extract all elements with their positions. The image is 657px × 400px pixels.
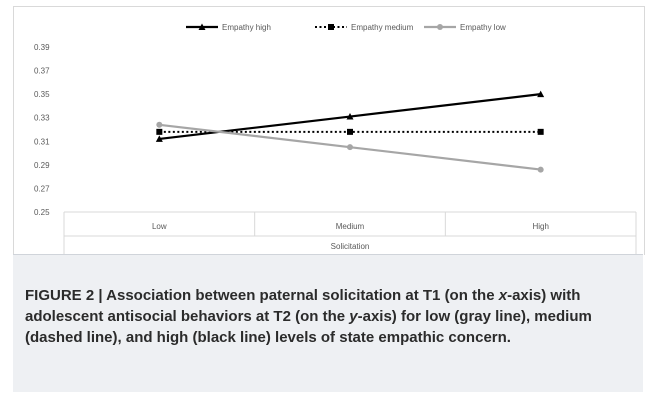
legend-item: Empathy medium	[315, 23, 414, 32]
data-point	[155, 135, 163, 142]
data-point	[347, 128, 353, 135]
caption-y-axis: y	[349, 308, 358, 325]
legend-item: Empathy high	[186, 23, 271, 32]
legend-swatch-marker	[198, 23, 206, 30]
data-point	[156, 128, 163, 135]
y-tick-label: 0.29	[34, 161, 50, 170]
y-tick-label: 0.39	[34, 43, 50, 52]
y-tick-label: 0.33	[34, 114, 50, 123]
x-axis-title: Solicitation	[331, 242, 370, 251]
y-tick-label: 0.31	[34, 137, 50, 146]
legend-label: Empathy low	[460, 23, 506, 32]
chart-panel: Empathy high Empathy medium Empathy low 0.…	[13, 6, 645, 255]
line-chart: Empathy high Empathy medium Empathy low 0.…	[34, 23, 637, 255]
caption-text-2: -axis) with adolescent antisocial behavi…	[25, 287, 581, 325]
x-tick-label: High	[532, 222, 548, 231]
legend-item: Empathy low	[424, 23, 506, 32]
figure-caption: FIGURE 2 | Association between paternal …	[25, 285, 630, 348]
y-tick-label: 0.35	[34, 90, 50, 99]
x-tick-label: Low	[152, 222, 167, 231]
data-point	[156, 121, 163, 128]
caption-x-axis: x	[498, 287, 508, 304]
x-tick-label: Medium	[336, 222, 365, 231]
y-tick-label: 0.37	[34, 67, 50, 76]
data-point	[537, 128, 544, 135]
caption-label: FIGURE 2 |	[25, 287, 107, 304]
data-point	[537, 90, 545, 98]
y-axis-ticks: 0.39 0.37 0.35 0.33 0.31 0.29 0.27 0.25	[34, 43, 50, 217]
data-point	[537, 166, 544, 173]
series-layer	[155, 90, 545, 173]
chart-legend: Empathy high Empathy medium Empathy low	[186, 23, 506, 32]
y-tick-label: 0.27	[34, 184, 50, 193]
x-axis: Low Medium High	[63, 211, 637, 255]
y-tick-label: 0.25	[34, 208, 50, 217]
series-empathy-low	[156, 121, 544, 173]
legend-label: Empathy high	[222, 23, 271, 32]
caption-text-1: Association between paternal solicitatio…	[106, 287, 499, 304]
caption-text-3: -axis) for low (gray line), medium (dash…	[25, 308, 592, 346]
data-point	[346, 113, 354, 120]
figure-caption-panel: FIGURE 2 | Association between paternal …	[13, 254, 643, 392]
legend-label: Empathy medium	[351, 23, 414, 32]
data-point	[347, 144, 353, 151]
legend-swatch-marker	[328, 24, 334, 30]
legend-swatch-marker	[437, 24, 443, 30]
